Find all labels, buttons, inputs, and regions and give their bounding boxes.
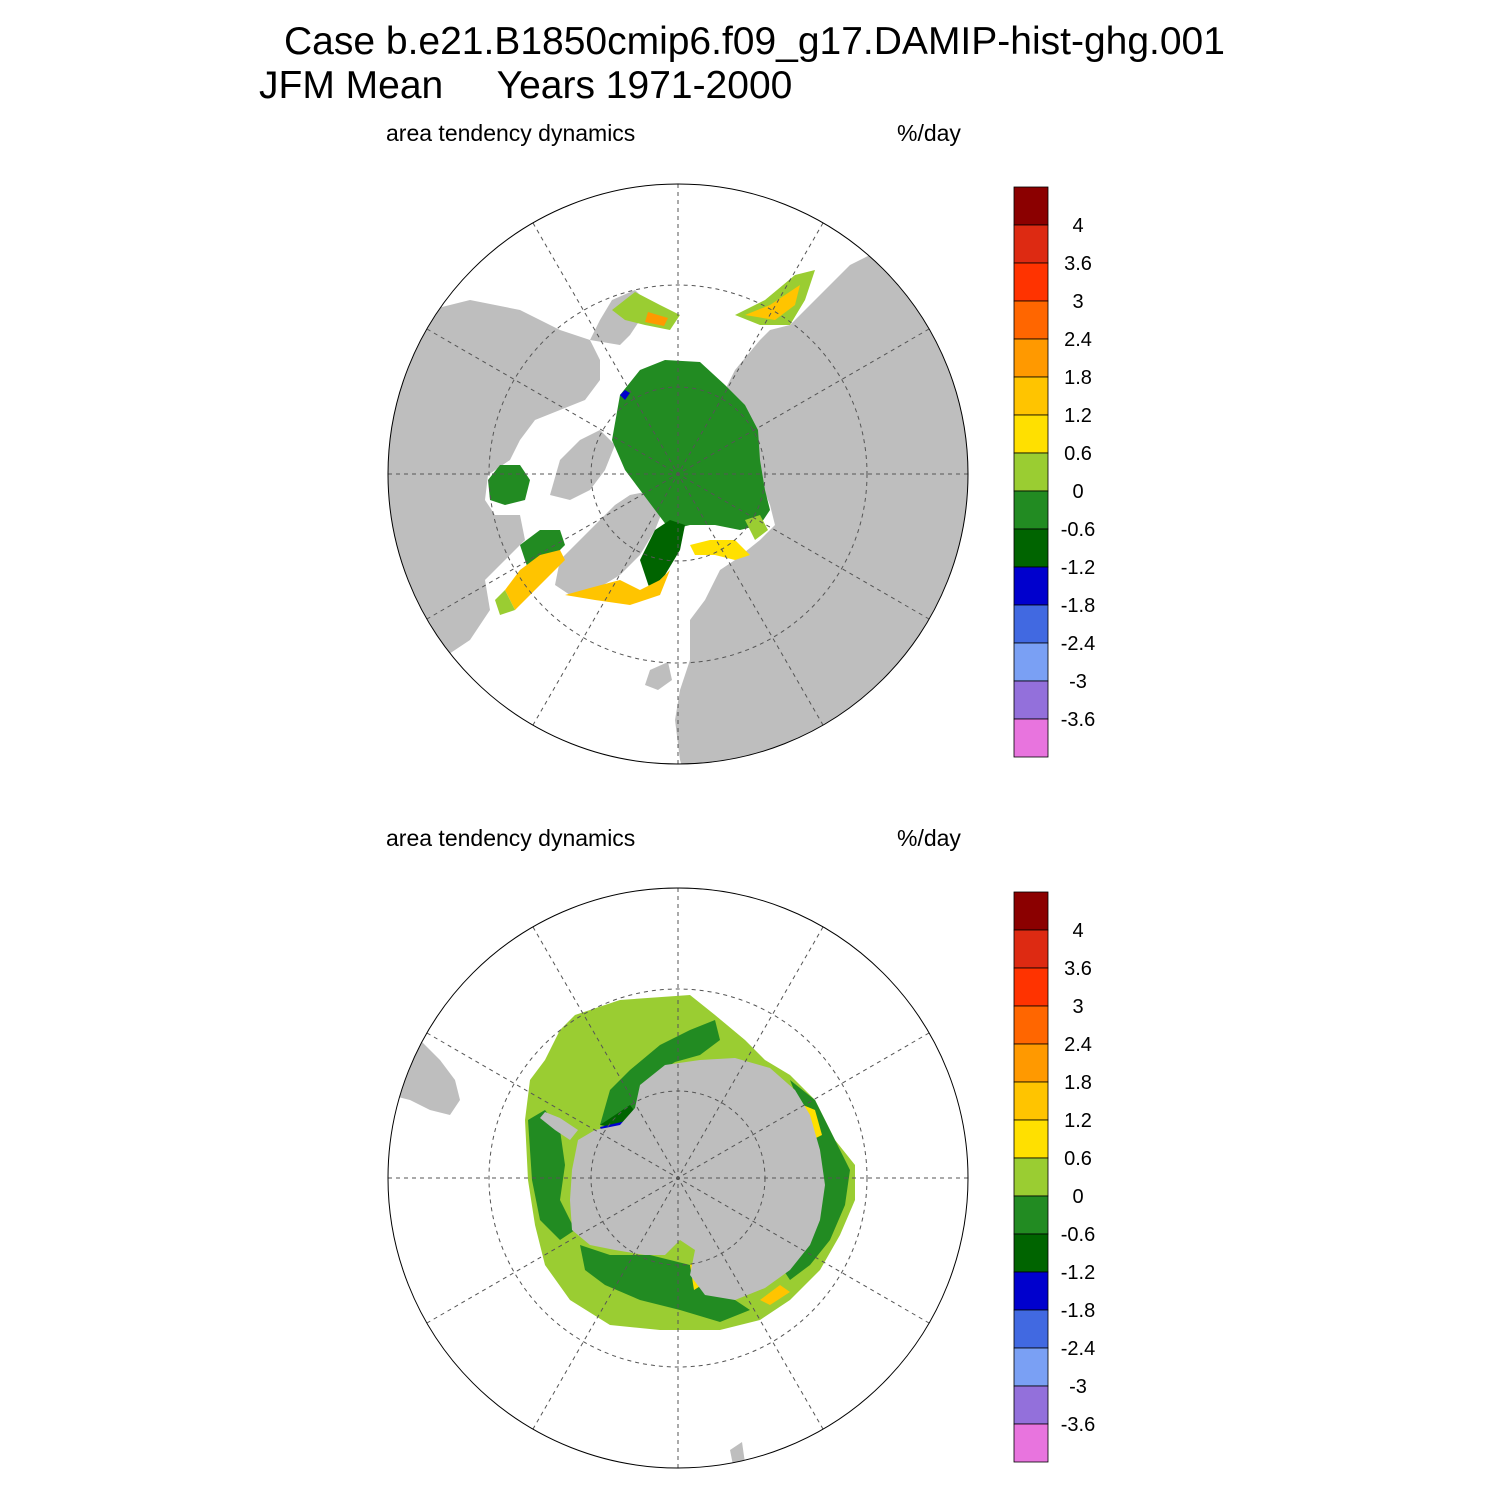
colorbar-swatch: [1013, 490, 1049, 530]
colorbar-swatch: [1013, 1081, 1049, 1121]
colorbar-swatch: [1013, 891, 1049, 931]
colorbar-label: -3: [1069, 1376, 1087, 1398]
colorbar-label: 1.2: [1064, 405, 1092, 427]
colorbar-label: 1.8: [1064, 367, 1092, 389]
subtitle: JFM Mean Years 1971-2000: [259, 64, 793, 107]
north-colorbar: 4 3.6 3 2.4 1.8 1.2 0.6 0 -0.6 -1.2 -1.8 -2.4 -3 -3.6: [1013, 186, 1095, 758]
colorbar-label: 2.4: [1064, 329, 1092, 351]
south-field-ross-band: [580, 1245, 750, 1322]
colorbar-label: 0.6: [1064, 443, 1092, 465]
colorbar-label: 0: [1072, 1186, 1083, 1208]
colorbar-swatch: [1013, 186, 1049, 226]
north-landmass-europe-detail: [690, 605, 745, 710]
colorbar-label: -1.8: [1061, 595, 1095, 617]
north-units-label: %/day: [897, 120, 961, 146]
south-graticule: [388, 888, 968, 1468]
north-field-greenland-band: [565, 570, 670, 605]
north-field-labrador-edge: [495, 590, 515, 615]
colorbar-swatch: [1013, 338, 1049, 378]
north-landmass-svalbard: [735, 570, 752, 598]
colorbar-swatch: [1013, 376, 1049, 416]
colorbar-label: -2.4: [1061, 633, 1095, 655]
colorbar-swatch: [1013, 528, 1049, 568]
colorbar-label: 3: [1072, 996, 1083, 1018]
north-polar-map: [387, 183, 969, 765]
north-field-hudson-bay: [488, 465, 530, 505]
colorbar-swatch: [1013, 1119, 1049, 1159]
colorbar-swatch: [1013, 1233, 1049, 1273]
colorbar-swatch: [1013, 300, 1049, 340]
colorbar-swatch: [1013, 1385, 1049, 1425]
colorbar-label: 4: [1072, 215, 1083, 237]
colorbar-label: 3.6: [1064, 958, 1092, 980]
north-field-bering-orange: [645, 312, 668, 326]
north-field-labrador-band: [505, 550, 565, 610]
north-landmass-eurasia: [675, 250, 968, 764]
north-landmass-greenland: [555, 490, 665, 595]
colorbar-swatch: [1013, 680, 1049, 720]
north-field-arctic-edge: [620, 390, 630, 400]
colorbar-swatch: [1013, 1423, 1049, 1463]
north-landmass-archipelago: [550, 430, 615, 500]
north-field-barents-band: [690, 540, 750, 560]
colorbar-swatch: [1013, 604, 1049, 644]
south-map-border: [387, 887, 969, 1469]
colorbar-swatch: [1013, 452, 1049, 492]
north-field-baffin: [640, 520, 685, 590]
south-field-east-band: [780, 1080, 850, 1280]
colorbar-label: -0.6: [1061, 1224, 1095, 1246]
south-polar-map: [387, 887, 969, 1469]
north-field-okhotsk-band: [745, 285, 800, 320]
colorbar-swatch: [1013, 1043, 1049, 1083]
north-map-border: [387, 183, 969, 765]
south-landmass-peninsula: [540, 1112, 578, 1140]
colorbar-swatch: [1013, 718, 1049, 758]
colorbar-label: -0.6: [1061, 519, 1095, 541]
colorbar-label: -1.2: [1061, 1262, 1095, 1284]
colorbar-label: 3.6: [1064, 253, 1092, 275]
colorbar-label: 2.4: [1064, 1034, 1092, 1056]
colorbar-label: 1.2: [1064, 1110, 1092, 1132]
colorbar-swatch: [1013, 414, 1049, 454]
colorbar-label: -2.4: [1061, 1338, 1095, 1360]
colorbar-label: -3.6: [1061, 709, 1095, 731]
north-landmass-iceland: [645, 662, 672, 690]
colorbar-label: -3.6: [1061, 1414, 1095, 1436]
colorbar-label: -1.2: [1061, 557, 1095, 579]
colorbar-label: 3: [1072, 291, 1083, 313]
colorbar-swatch: [1013, 1309, 1049, 1349]
south-field-orange-south: [760, 1285, 790, 1305]
colorbar-label: 4: [1072, 920, 1083, 942]
south-landmass-antarctica: [570, 1058, 825, 1300]
south-field-weddell-band: [600, 1020, 720, 1125]
colorbar-label: -3: [1069, 671, 1087, 693]
south-variable-label: area tendency dynamics: [386, 825, 636, 851]
main-title: Case b.e21.B1850cmip6.f09_g17.DAMIP-hist…: [284, 20, 1225, 63]
colorbar-swatch: [1013, 1005, 1049, 1045]
south-colorbar: 4 3.6 3 2.4 1.8 1.2 0.6 0 -0.6 -1.2 -1.8 -2.4 -3 -3.6: [1013, 891, 1095, 1463]
colorbar-swatch: [1013, 566, 1049, 606]
colorbar-swatch: [1013, 929, 1049, 969]
south-field-west-band: [528, 1110, 575, 1240]
colorbar-label: -1.8: [1061, 1300, 1095, 1322]
colorbar-swatch: [1013, 262, 1049, 302]
colorbar-label: 1.8: [1064, 1072, 1092, 1094]
north-landmass-north-america: [388, 300, 600, 660]
colorbar-swatch: [1013, 967, 1049, 1007]
colorbar-label: 0: [1072, 481, 1083, 503]
colorbar-swatch: [1013, 1347, 1049, 1387]
colorbar-swatch: [1013, 224, 1049, 264]
north-graticule: [388, 184, 968, 764]
colorbar-swatch: [1013, 1271, 1049, 1311]
colorbar-swatch: [1013, 1195, 1049, 1235]
colorbar-swatch: [1013, 642, 1049, 682]
north-field-arctic-basin: [612, 360, 770, 530]
colorbar-swatch: [1013, 1157, 1049, 1197]
south-units-label: %/day: [897, 825, 961, 851]
colorbar-label: 0.6: [1064, 1148, 1092, 1170]
north-variable-label: area tendency dynamics: [386, 120, 636, 146]
